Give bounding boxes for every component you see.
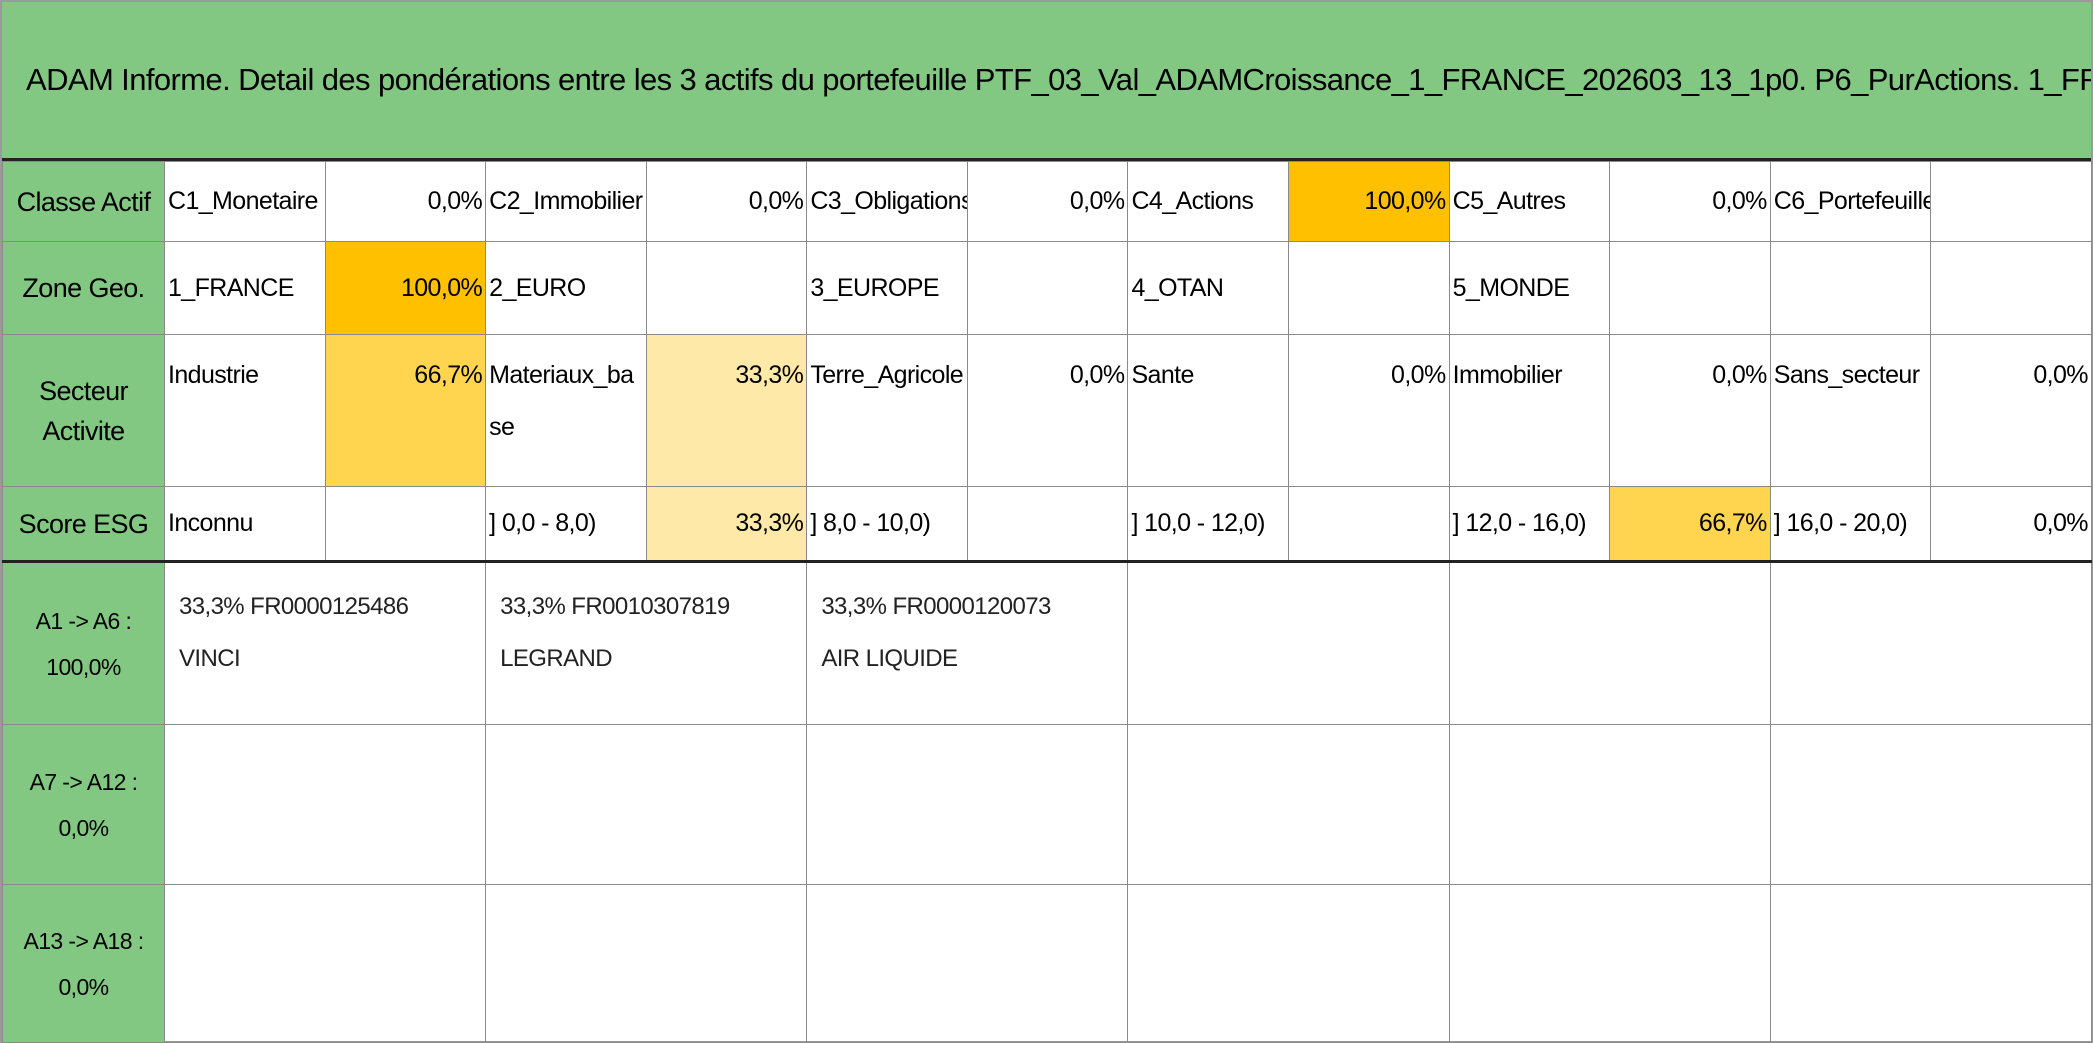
category-cell: C3_Obligations (806, 161, 968, 242)
asset-cell (485, 724, 808, 885)
category-cell: C4_Actions (1127, 161, 1290, 242)
value-cell (1930, 161, 2092, 242)
asset-line: 33,3% FR0000125486 (179, 581, 471, 633)
category-cell: ] 16,0 - 20,0) (1769, 486, 1932, 563)
value-cell (1930, 241, 2092, 335)
asset-isin: FR0010307819 (571, 593, 730, 620)
category-cell: 1_FRANCE (164, 241, 326, 335)
sheet-title: ADAM Informe. Detail des pondérations en… (2, 2, 2091, 161)
table-row: Classe Actif C1_Monetaire 0,0% C2_Immobilie… (2, 161, 2092, 242)
category-cell (1769, 241, 1932, 335)
value-cell: 0,0% (966, 161, 1129, 242)
allocation-table: Classe Actif C1_Monetaire 0,0% C2_Immobilie… (2, 161, 2092, 1043)
category-cell: 5_MONDE (1448, 241, 1611, 335)
asset-line: 33,3% FR0010307819 (500, 581, 792, 633)
table-row: Zone Geo. 1_FRANCE 100,0% 2_EURO 3_EUROPE 4_O… (2, 241, 2092, 335)
asset-isin: FR0000125486 (250, 593, 409, 620)
category-cell: C5_Autres (1448, 161, 1611, 242)
value-cell (966, 241, 1129, 335)
value-cell: 100,0% (1288, 161, 1450, 242)
row-label: A7 -> A12 : 0,0% (2, 724, 165, 885)
value-cell (1609, 241, 1771, 335)
value-cell: 66,7% (1609, 486, 1771, 563)
asset-cell (1448, 724, 1771, 885)
asset-isin: FR0000120073 (892, 593, 1051, 620)
value-cell (1288, 486, 1450, 563)
asset-weight: 33,3% (179, 593, 245, 620)
table-row: Score ESG Inconnu ] 0,0 - 8,0) 33,3%] 8,0 -… (2, 486, 2092, 563)
row-label: Secteur Activite (2, 334, 165, 487)
category-cell: ] 0,0 - 8,0) (485, 486, 647, 563)
asset-cell: 33,3% FR0010307819 LEGRAND (485, 561, 808, 725)
value-cell (645, 241, 808, 335)
asset-cell: 33,3% FR0000125486 VINCI (163, 561, 487, 725)
value-cell (966, 486, 1129, 563)
asset-cell (806, 724, 1129, 885)
asset-cell (1127, 724, 1450, 885)
category-cell: 4_OTAN (1127, 241, 1290, 335)
category-cell: C6_Portefeuille (1769, 161, 1932, 242)
value-cell: 0,0% (1288, 334, 1450, 487)
asset-weight: 33,3% (821, 593, 887, 620)
row-label: A13 -> A18 : 0,0% (2, 884, 165, 1043)
value-cell: 0,0% (1930, 486, 2092, 563)
category-cell: ] 8,0 - 10,0) (806, 486, 968, 563)
asset-cell (1769, 724, 2092, 885)
category-cell: 3_EUROPE (806, 241, 968, 335)
category-cell: 2_EURO (485, 241, 647, 335)
row-label: Score ESG (2, 486, 165, 563)
value-cell: 0,0% (1930, 334, 2092, 487)
asset-cell (485, 884, 808, 1043)
asset-name: VINCI (179, 645, 241, 672)
category-cell: ] 12,0 - 16,0) (1448, 486, 1611, 563)
row-label: Classe Actif (2, 161, 165, 242)
row-label: Zone Geo. (2, 241, 165, 335)
row-label: A1 -> A6 : 100,0% (2, 561, 165, 725)
value-cell: 33,3% (645, 334, 808, 487)
asset-cell (1448, 884, 1771, 1043)
holding-row: A1 -> A6 : 100,0% 33,3% FR0000125486 VINCI… (2, 561, 2092, 725)
asset-cell (1769, 884, 2092, 1043)
asset-cell: 33,3% FR0000120073 AIR LIQUIDE (806, 561, 1129, 725)
value-cell: 0,0% (966, 334, 1129, 487)
value-cell: 0,0% (645, 161, 808, 242)
asset-line: 33,3% FR0000120073 (821, 581, 1113, 633)
table-row: Secteur Activite Industrie 66,7% Materiaux_… (2, 334, 2092, 487)
value-cell: 33,3% (645, 486, 808, 563)
asset-cell (1127, 561, 1450, 725)
category-cell: Sans_secteur (1769, 334, 1932, 487)
value-cell (324, 486, 487, 563)
asset-cell (163, 884, 487, 1043)
asset-name: LEGRAND (500, 645, 612, 672)
category-cell: Terre_Agricole (806, 334, 968, 487)
value-cell: 66,7% (324, 334, 487, 487)
category-cell: ] 10,0 - 12,0) (1127, 486, 1290, 563)
category-cell: Industrie (164, 334, 326, 487)
category-cell: C1_Monetaire (164, 161, 326, 242)
asset-cell (806, 884, 1129, 1043)
category-cell: Materiaux_base (485, 334, 647, 487)
category-cell: Inconnu (164, 486, 326, 563)
holding-row: A13 -> A18 : 0,0% (2, 884, 2092, 1043)
asset-cell (1769, 561, 2092, 725)
asset-name: AIR LIQUIDE (821, 645, 958, 672)
holding-row: A7 -> A12 : 0,0% (2, 724, 2092, 885)
asset-weight: 33,3% (500, 593, 566, 620)
value-cell: 100,0% (324, 241, 487, 335)
asset-cell (1448, 561, 1771, 725)
asset-cell (1127, 884, 1450, 1043)
category-cell: Sante (1127, 334, 1290, 487)
category-cell: C2_Immobilier (485, 161, 647, 242)
category-cell: Immobilier (1448, 334, 1611, 487)
value-cell: 0,0% (324, 161, 487, 242)
value-cell: 0,0% (1609, 334, 1771, 487)
value-cell: 0,0% (1609, 161, 1771, 242)
asset-cell (163, 724, 487, 885)
value-cell (1288, 241, 1450, 335)
